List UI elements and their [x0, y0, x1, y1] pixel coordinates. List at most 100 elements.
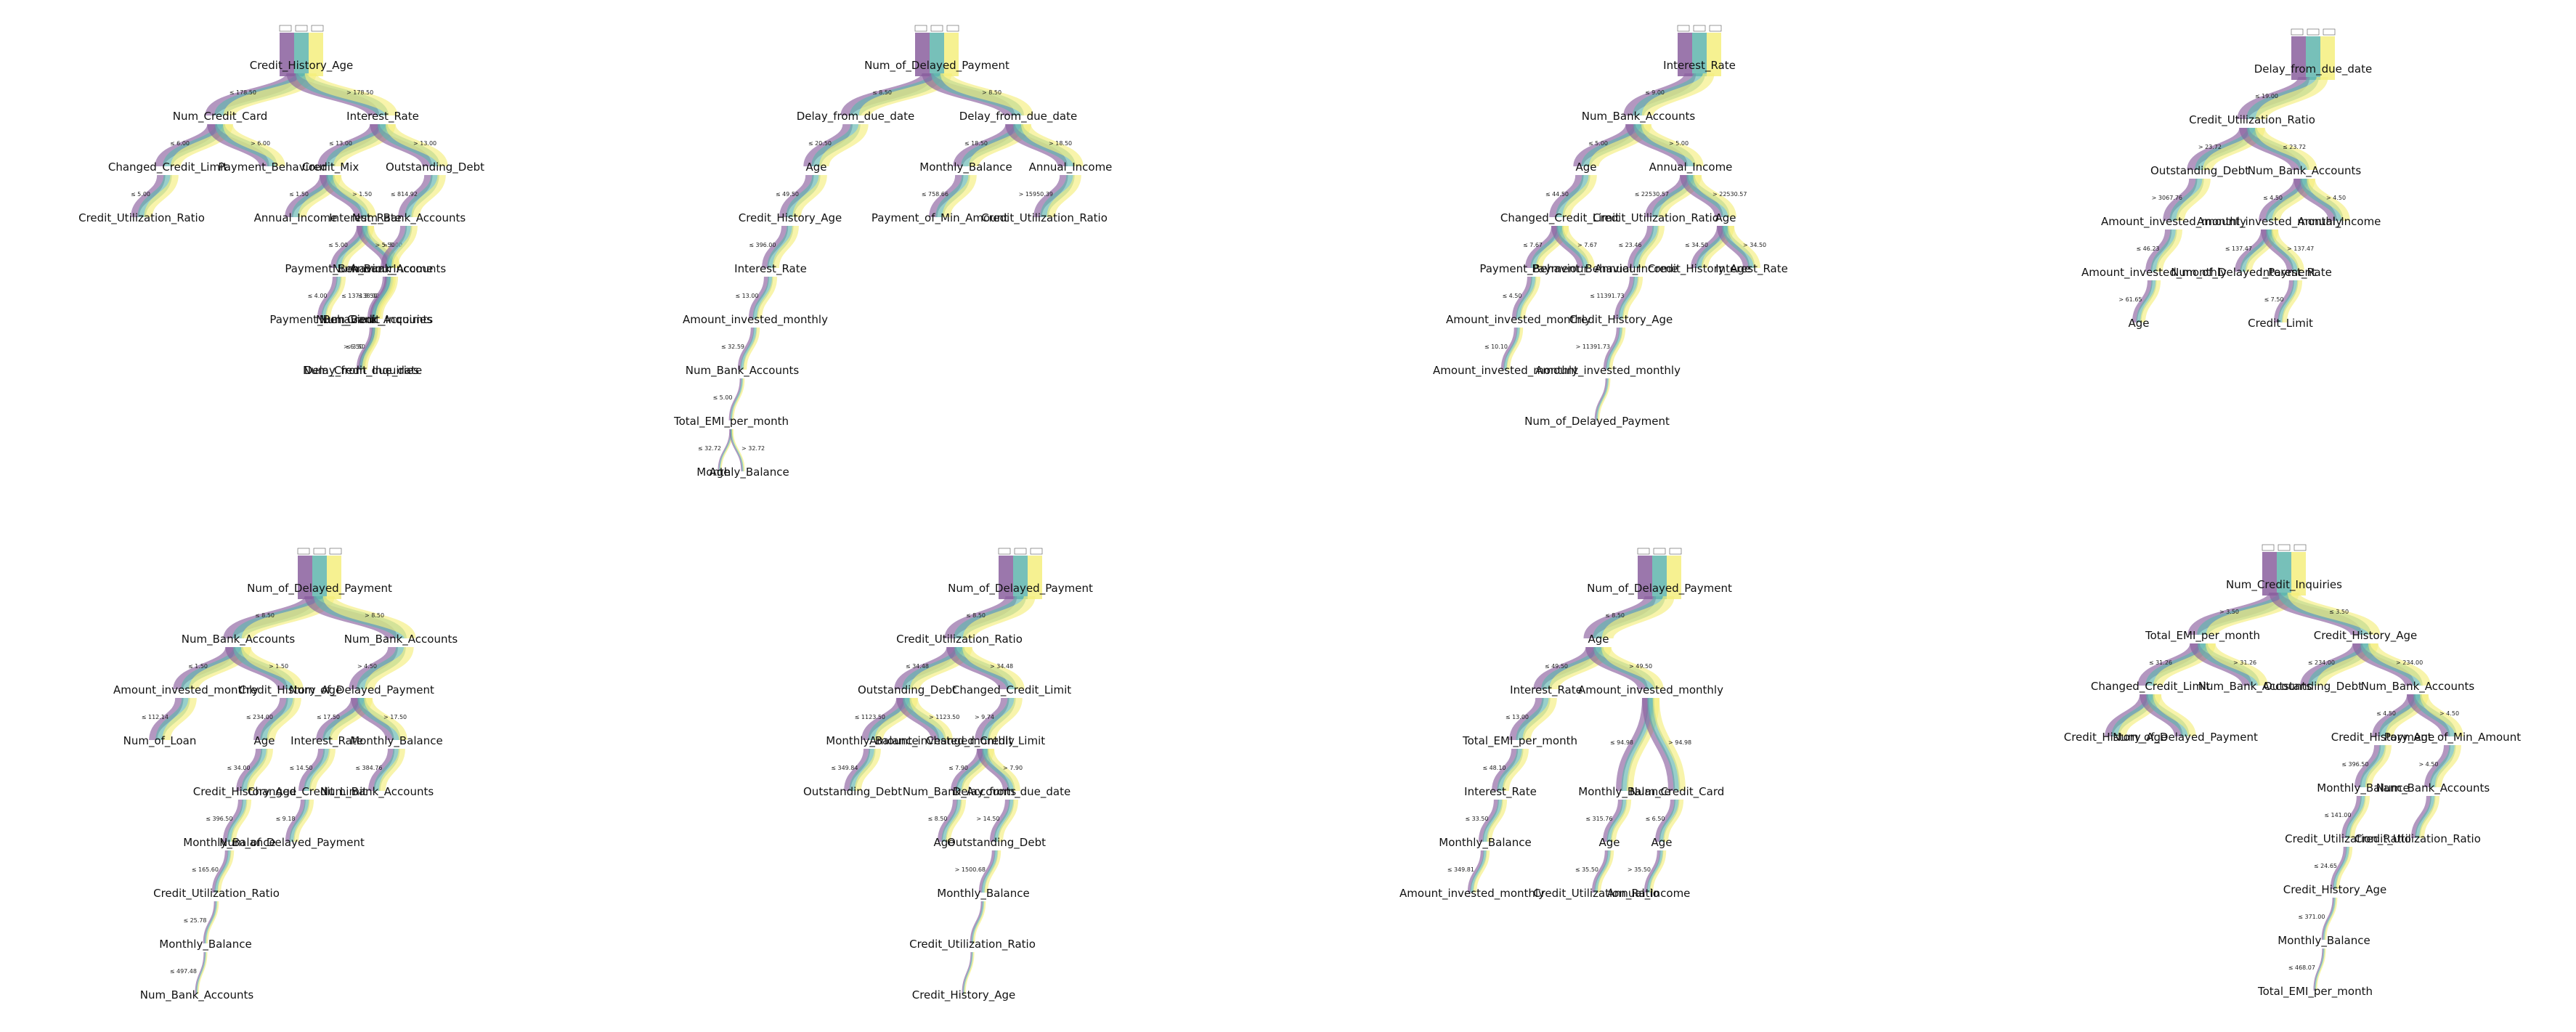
- split-threshold-label: ≤ 8.50: [872, 89, 892, 96]
- class-flow-band: [930, 33, 944, 76]
- branch-flow: [729, 428, 743, 472]
- branch-flow: [131, 174, 166, 218]
- split-feature-label: Num_of_Delayed_Payment: [247, 582, 392, 596]
- split-threshold-label: > 178.50: [346, 89, 373, 96]
- branch-flow: [730, 378, 744, 421]
- tree-panel: ≤ 8.50 > 8.50 ≤ 20.50 ≤ 18.50 > 18.50 ≤ 49.50…: [673, 25, 1112, 479]
- branch-flow: [1594, 378, 1608, 421]
- branch-flow: [1659, 799, 1680, 842]
- branch-flow: [844, 748, 871, 792]
- split-feature-label: Amount_invested_monthly: [1535, 364, 1681, 378]
- split-threshold-label: > 23.72: [2198, 144, 2222, 150]
- branch-flow: [975, 697, 1009, 741]
- branch-flow: [1556, 174, 1590, 218]
- split-threshold-label: ≤ 3.50: [346, 344, 365, 350]
- class-flow-band: [944, 33, 959, 76]
- split-threshold-label: ≤ 7.67: [1523, 242, 1543, 248]
- branch-flow: [981, 697, 1016, 741]
- branch-flow: [740, 327, 757, 370]
- split-feature-label: Age: [1651, 836, 1672, 849]
- branch-flow: [978, 850, 996, 893]
- split-threshold-label: > 22530.57: [1712, 191, 1747, 198]
- branch-flow: [144, 174, 179, 218]
- class-flow-band: [2291, 36, 2306, 80]
- split-feature-label: Annual_Income: [1607, 887, 1691, 901]
- branch-flow: [1033, 174, 1068, 218]
- branch-flow: [962, 595, 1036, 640]
- split-threshold-label: ≤ 14.50: [289, 765, 312, 771]
- leaf-hatch-marker: [1637, 548, 1650, 555]
- split-feature-label: Age: [933, 836, 954, 849]
- split-threshold-label: ≤ 13.00: [1506, 714, 1529, 720]
- branch-flow: [378, 748, 405, 792]
- class-flow-band: [2277, 552, 2291, 596]
- branch-flow: [1511, 276, 1532, 320]
- branch-flow: [2349, 795, 2370, 839]
- class-flow-band: [1013, 556, 1028, 599]
- split-threshold-label: > 7.90: [1003, 765, 1023, 771]
- split-feature-label: Delay_from_due_date: [797, 110, 915, 123]
- branch-flow: [223, 123, 285, 168]
- branch-flow: [2368, 642, 2431, 687]
- split-threshold-label: ≤ 9.00: [1645, 89, 1665, 96]
- split-feature-label: Amount_invested_monthly: [1433, 364, 1578, 378]
- branch-flow: [728, 378, 742, 421]
- split-feature-label: Amount_invested_monthly: [1578, 683, 1723, 697]
- split-threshold-label: > 5.50: [375, 242, 394, 248]
- branch-flow: [988, 697, 1023, 741]
- branch-flow: [364, 327, 381, 370]
- split-threshold-label: ≤ 8.50: [966, 612, 986, 619]
- branch-flow: [227, 799, 248, 842]
- split-feature-label: Delay_from_due_date: [2254, 62, 2373, 76]
- split-threshold-label: > 4.50: [357, 663, 377, 670]
- split-feature-label: Monthly_Balance: [919, 161, 1012, 174]
- branch-flow: [786, 174, 821, 218]
- branch-flow: [762, 225, 789, 269]
- split-threshold-label: > 34.48: [990, 663, 1013, 670]
- split-threshold-label: > 1.50: [352, 191, 372, 198]
- branch-flow: [1717, 225, 1750, 269]
- branch-flow: [2429, 744, 2456, 788]
- branch-flow: [1652, 697, 1686, 792]
- branch-flow: [767, 225, 794, 269]
- branch-flow: [325, 276, 346, 320]
- branch-flow: [211, 850, 229, 893]
- split-feature-label: Annual_Income: [1649, 161, 1733, 174]
- split-feature-label: Payment_of_Min_Amount: [871, 211, 1008, 225]
- split-feature-label: Amount_invested_monthly: [2197, 215, 2342, 229]
- split-threshold-label: ≤ 33.50: [1465, 816, 1488, 822]
- branch-flow: [1040, 174, 1075, 218]
- split-threshold-label: ≤ 234.00: [246, 714, 273, 720]
- split-feature-label: Interest_Rate: [2259, 266, 2332, 280]
- leaf-hatch-marker: [279, 25, 292, 32]
- split-threshold-label: ≤ 10.10: [1484, 344, 1508, 350]
- split-threshold-label: > 18.50: [1049, 140, 1072, 147]
- branch-flow: [964, 951, 975, 995]
- split-feature-label: Amount_invested_monthly: [1399, 887, 1545, 901]
- leaf-hatch-marker: [297, 548, 310, 555]
- split-threshold-label: ≤ 35.50: [1575, 866, 1598, 873]
- branch-flow: [2176, 178, 2211, 222]
- branch-flow: [849, 748, 876, 792]
- branch-flow: [982, 748, 1015, 792]
- split-feature-label: Num_of_Delayed_Payment: [289, 683, 434, 697]
- split-feature-label: Num_Credit_Card: [173, 110, 268, 123]
- split-feature-label: Monthly_Balance: [696, 466, 789, 479]
- split-feature-label: Num_Credit_Inquiries: [303, 364, 419, 378]
- split-feature-label: Age: [2128, 317, 2149, 330]
- branch-flow: [2156, 229, 2182, 272]
- split-feature-label: Annual_Income: [1595, 262, 1678, 276]
- split-feature-label: Payment_Behaviour: [269, 313, 378, 327]
- branch-flow: [1556, 225, 1590, 269]
- branch-flow: [1522, 697, 1557, 741]
- split-feature-label: Changed_Credit_Limit: [1500, 211, 1620, 225]
- branch-flow: [1693, 174, 1736, 218]
- split-feature-label: Total_EMI_per_month: [673, 415, 789, 428]
- split-feature-label: Annual_Income: [1029, 161, 1113, 174]
- branch-flow: [972, 901, 986, 944]
- split-feature-label: Changed_Credit_Limit: [926, 734, 1045, 748]
- branch-flow: [2321, 897, 2335, 940]
- branch-flow: [241, 748, 268, 792]
- branch-flow: [2419, 795, 2440, 839]
